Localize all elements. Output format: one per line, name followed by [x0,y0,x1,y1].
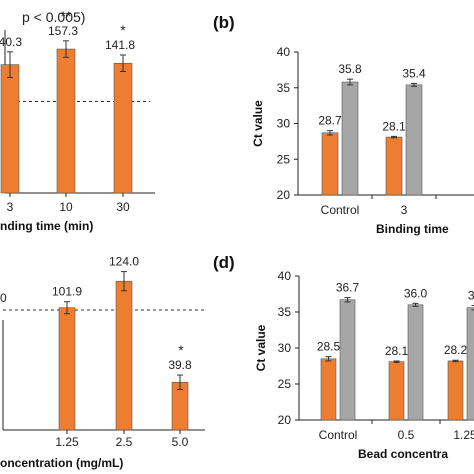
y-tick-label-25: 25 [277,152,291,166]
x-tick-label-a-3: 3 [7,200,14,214]
y-tick-label-25: 25 [278,377,292,391]
data-label-b-Control-s1: 28.7 [318,114,342,128]
panel-label-d: (d) [213,253,235,272]
data-label-b-3-s1: 28.1 [382,119,406,133]
chart-panel-b: 20 25 30 35 40 Ct value 28.7 35.8 Control 28.1 35.… [251,45,474,236]
chart-panel-d: 20 25 30 35 40 Ct value 28.5 36.7 Control 28.1 36.… [254,269,474,461]
x-axis-title-c: oncentration (mg/mL) [0,456,123,470]
y-tick-label-35: 35 [278,305,292,319]
bar-a-3 [0,64,20,194]
x-tick-label-d-0.5: 0.5 [398,428,415,442]
x-tick-label-b-3: 3 [401,203,408,217]
bar-a-10 [56,48,76,194]
significance-a-30: * [120,22,126,38]
y-axis-title-b: Ct value [251,100,265,147]
x-tick-label-b-Control: Control [321,203,360,217]
bar-b-3-s1 [385,136,403,196]
data-label-d-Control-s2: 36.7 [336,281,360,295]
chart-panel-a: 140.3 3 157.3** 10 141.8* 30 nding time (min) [0,8,155,233]
data-label-b-Control-s2: 35.8 [338,62,362,76]
data-label-c-cut: 0 [0,291,7,305]
y-axis-title-d: Ct value [254,324,268,371]
bar-c-1.25 [58,307,76,431]
bar-b-3-s2 [405,84,423,196]
bar-d-Control-s2 [339,299,356,421]
data-label-d-Control-s1: 28.5 [317,340,341,354]
x-tick-label-d-Control: Control [319,428,358,442]
data-label-d-1.25-s1: 28.2 [444,343,468,357]
bar-b-Control-s2 [341,81,359,196]
bar-b-Control-s1 [321,132,339,196]
y-tick-label-30: 30 [278,341,292,355]
bar-d-Control-s1 [320,358,337,421]
y-tick-label-35: 35 [277,81,291,95]
y-tick-label-20: 20 [278,413,292,427]
data-label-a-10: 157.3 [48,24,78,38]
bar-d-0.5-s1 [388,361,405,421]
bar-d-1.25-s1 [447,360,464,421]
bar-d-1.25-s2 [466,307,474,421]
x-tick-label-a-10: 10 [59,200,73,214]
data-label-d-0.5-s1: 28.1 [385,344,409,358]
x-axis-title-d: Bead concentra [358,447,448,461]
significance-c-5.0: * [178,342,184,358]
data-label-c-5.0: 39.8 [168,358,192,372]
panel-label-b: (b) [213,13,235,32]
significance-note: p < 0.005) [22,9,85,25]
data-label-b-3-s2: 35.4 [402,66,426,80]
x-tick-label-c-5.0: 5.0 [172,435,189,449]
bar-a-30 [113,62,133,194]
bar-d-0.5-s2 [407,304,424,421]
data-label-d-0.5-s2: 36.0 [404,286,428,300]
data-label-a-3: 140.3 [0,35,22,49]
data-label-c-1.25: 101.9 [52,285,82,299]
x-tick-label-c-1.25: 1.25 [55,435,79,449]
data-label-d-1.25-s2: 35 [468,289,474,303]
x-tick-label-d-1.25: 1.25 [453,428,474,442]
data-label-a-30: 141.8 [105,38,135,52]
x-tick-label-c-2.5: 2.5 [116,435,133,449]
bar-c-2.5 [115,280,133,431]
y-tick-label-20: 20 [277,188,291,202]
y-tick-label-30: 30 [277,117,291,131]
y-tick-label-40: 40 [278,269,292,283]
chart-panel-c: 0 101.9 1.25 124.0 2.5 39.8* 5.0 oncentration (… [0,255,205,470]
data-label-c-2.5: 124.0 [109,255,139,269]
x-tick-label-a-30: 30 [116,200,130,214]
x-axis-title-a: nding time (min) [0,219,93,233]
x-axis-title-b: Binding time [376,222,449,236]
significance-a-10: ** [61,8,72,24]
y-tick-label-40: 40 [277,45,291,59]
